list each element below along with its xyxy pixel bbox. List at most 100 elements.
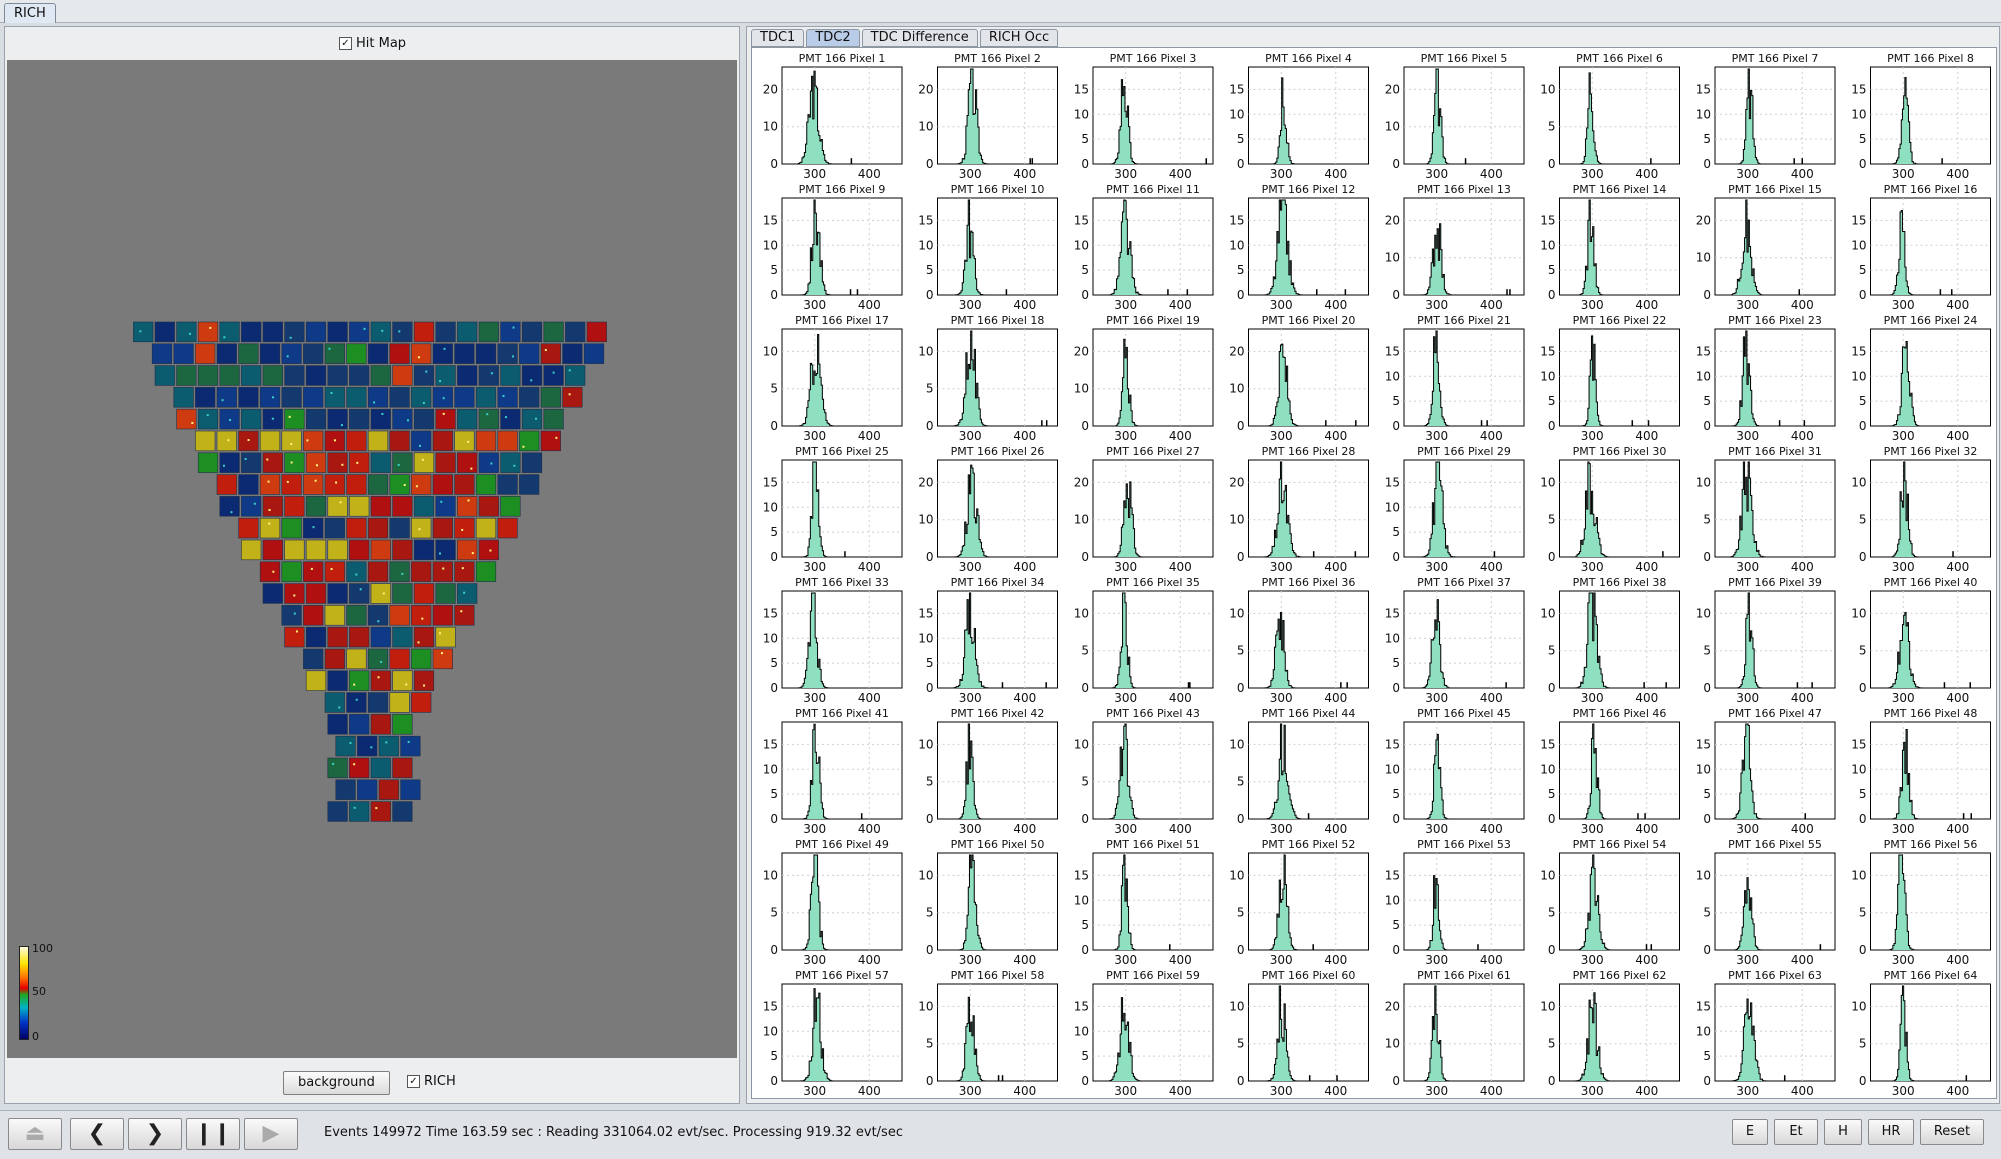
pmt-tile[interactable]: [367, 387, 389, 408]
pmt-tile[interactable]: [327, 626, 348, 648]
pmt-tile[interactable]: [262, 496, 283, 517]
pmt-tile[interactable]: [241, 321, 262, 343]
pmt-tile[interactable]: [378, 779, 399, 800]
histogram-plot[interactable]: PMT 166 Pixel 15 0 10 20 300 400: [1696, 183, 1836, 312]
pmt-tile[interactable]: [389, 343, 410, 364]
pmt-tile[interactable]: [392, 670, 413, 691]
pmt-tile[interactable]: [400, 779, 421, 800]
pmt-tile[interactable]: [219, 365, 240, 386]
pmt-tile[interactable]: [540, 387, 561, 408]
pmt-tile[interactable]: [349, 321, 370, 343]
pmt-tile[interactable]: [324, 605, 345, 626]
pmt-tile[interactable]: [497, 343, 518, 364]
pmt-tile[interactable]: [367, 517, 389, 539]
eject-button[interactable]: ⏏: [8, 1118, 62, 1150]
histogram-plot[interactable]: PMT 166 Pixel 17 0 5 10 300 400: [763, 314, 903, 443]
histogram-plot[interactable]: PMT 166 Pixel 35 0 5 10 300 400: [1074, 576, 1214, 705]
pmt-tile[interactable]: [324, 561, 345, 582]
pmt-tile[interactable]: [238, 387, 259, 408]
pmt-tile[interactable]: [432, 517, 453, 539]
pmt-tile[interactable]: [303, 343, 324, 364]
pmt-tile[interactable]: [367, 561, 389, 582]
tab-tdc2[interactable]: TDC2: [806, 29, 860, 47]
pmt-tile[interactable]: [521, 408, 543, 430]
pmt-tile[interactable]: [435, 626, 456, 648]
histogram-plot[interactable]: PMT 166 Pixel 59 0 5 10 15 300 400: [1074, 969, 1214, 1098]
pmt-tile[interactable]: [259, 387, 281, 408]
pmt-tile[interactable]: [303, 648, 324, 670]
pmt-tile[interactable]: [411, 561, 432, 582]
pmt-tile[interactable]: [370, 670, 391, 691]
histogram-plot[interactable]: PMT 166 Pixel 51 0 5 10 15 300 400: [1074, 838, 1214, 967]
pmt-tile[interactable]: [195, 387, 216, 408]
pmt-tile[interactable]: [370, 408, 391, 430]
pmt-tile[interactable]: [413, 408, 435, 430]
pmt-tile[interactable]: [392, 321, 413, 343]
pmt-tile[interactable]: [389, 474, 410, 495]
pmt-tile[interactable]: [500, 496, 521, 517]
pmt-tile[interactable]: [349, 626, 370, 648]
histogram-plot[interactable]: PMT 166 Pixel 50 0 5 10 300 400: [918, 838, 1058, 967]
pmt-tile[interactable]: [303, 387, 324, 408]
pmt-tile[interactable]: [378, 735, 399, 757]
pmt-tile[interactable]: [303, 474, 324, 495]
pmt-tile[interactable]: [519, 474, 540, 495]
pmt-tile[interactable]: [435, 539, 456, 561]
pmt-tile[interactable]: [327, 452, 348, 473]
pmt-tile[interactable]: [475, 474, 497, 495]
pmt-tile[interactable]: [432, 430, 453, 452]
pmt-tile[interactable]: [284, 539, 305, 561]
histogram-plot[interactable]: PMT 166 Pixel 24 0 5 10 15 300 400: [1851, 314, 1991, 443]
histogram-plot[interactable]: PMT 166 Pixel 19 0 10 20 300 400: [1074, 314, 1214, 443]
pmt-tile[interactable]: [303, 605, 324, 626]
pmt-tile[interactable]: [435, 321, 456, 343]
pmt-tile[interactable]: [284, 496, 305, 517]
pmt-tile[interactable]: [305, 496, 327, 517]
pmt-tile[interactable]: [367, 692, 389, 713]
histogram-plot[interactable]: PMT 166 Pixel 14 0 5 10 15 300 400: [1540, 183, 1680, 312]
pmt-tile[interactable]: [216, 387, 237, 408]
pmt-tile[interactable]: [392, 626, 413, 648]
pmt-tile[interactable]: [346, 343, 367, 364]
histogram-plot[interactable]: PMT 166 Pixel 29 0 5 10 15 300 400: [1385, 445, 1525, 574]
pmt-tile[interactable]: [327, 539, 348, 561]
histogram-plot[interactable]: PMT 166 Pixel 3 0 5 10 15 300 400: [1074, 52, 1214, 181]
next-button[interactable]: ❯: [128, 1118, 182, 1150]
histogram-plot[interactable]: PMT 166 Pixel 28 0 10 20 300 400: [1229, 445, 1369, 574]
pmt-tile[interactable]: [392, 539, 413, 561]
pmt-tile[interactable]: [457, 365, 478, 386]
pmt-tile[interactable]: [519, 343, 540, 364]
e-button[interactable]: E: [1732, 1119, 1768, 1145]
pmt-tile[interactable]: [565, 321, 586, 343]
pmt-tile[interactable]: [151, 343, 173, 364]
pmt-tile[interactable]: [370, 583, 391, 604]
histogram-plot[interactable]: PMT 166 Pixel 57 0 5 10 15 300 400: [763, 969, 903, 1098]
pmt-tile[interactable]: [346, 561, 367, 582]
pmt-tile[interactable]: [262, 539, 283, 561]
pmt-tile[interactable]: [305, 670, 327, 691]
pmt-tile[interactable]: [305, 583, 327, 604]
pmt-tile[interactable]: [284, 583, 305, 604]
pmt-tile[interactable]: [357, 735, 378, 757]
pmt-tile[interactable]: [327, 583, 348, 604]
histogram-plot[interactable]: PMT 166 Pixel 42 0 5 10 300 400: [918, 707, 1058, 836]
pmt-tile[interactable]: [219, 496, 240, 517]
pmt-tile[interactable]: [241, 539, 262, 561]
pmt-tile[interactable]: [457, 539, 478, 561]
previous-button[interactable]: ❮: [70, 1118, 124, 1150]
pmt-tile[interactable]: [413, 321, 435, 343]
histogram-plot[interactable]: PMT 166 Pixel 61 0 10 20 300 400: [1385, 969, 1525, 1098]
pmt-tile[interactable]: [216, 474, 237, 495]
pmt-tile[interactable]: [327, 714, 348, 735]
histogram-plot[interactable]: PMT 166 Pixel 49 0 5 10 300 400: [763, 838, 903, 967]
histogram-plot[interactable]: PMT 166 Pixel 54 0 5 10 300 400: [1540, 838, 1680, 967]
pause-button[interactable]: ❙❙: [186, 1118, 240, 1150]
pmt-tile[interactable]: [389, 561, 410, 582]
background-button[interactable]: background: [283, 1071, 390, 1095]
histogram-plot[interactable]: PMT 166 Pixel 2 0 10 20 300 400: [918, 52, 1058, 181]
histogram-plot[interactable]: PMT 166 Pixel 31 0 5 10 300 400: [1696, 445, 1836, 574]
pmt-tile[interactable]: [216, 343, 237, 364]
pmt-tile[interactable]: [262, 321, 283, 343]
pmt-tile[interactable]: [454, 430, 475, 452]
pmt-tile[interactable]: [346, 387, 367, 408]
